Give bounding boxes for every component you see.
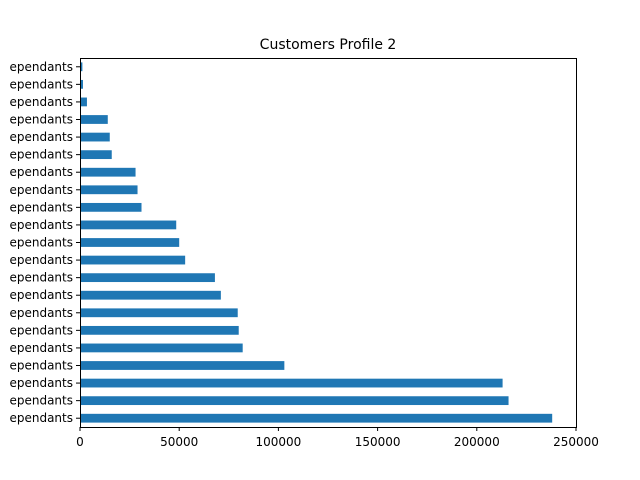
- x-tick-label: 50000: [160, 435, 198, 449]
- bar: [80, 220, 177, 230]
- x-tick-label: 250000: [553, 435, 599, 449]
- x-tick-label: 100000: [255, 435, 301, 449]
- y-tick-label: ependants: [9, 271, 73, 285]
- bar: [80, 273, 215, 283]
- bar: [80, 325, 239, 335]
- bar: [80, 132, 110, 142]
- bar: [80, 378, 503, 388]
- y-tick-label: ependants: [9, 148, 73, 162]
- y-tick-label: ependants: [9, 218, 73, 232]
- bar: [80, 290, 221, 300]
- y-axis-ticks: ependants ependants ependants ependants epen…: [9, 60, 80, 425]
- y-tick-label: ependants: [9, 411, 73, 425]
- y-tick-label: ependants: [9, 236, 73, 250]
- bar: [80, 255, 186, 265]
- y-tick-label: ependants: [9, 113, 73, 127]
- bar: [80, 413, 553, 423]
- y-tick-label: ependants: [9, 130, 73, 144]
- bars-group: [80, 62, 553, 423]
- y-tick-label: ependants: [9, 165, 73, 179]
- y-tick-label: ependants: [9, 323, 73, 337]
- bar: [80, 308, 238, 318]
- bar: [80, 238, 180, 247]
- y-tick-label: ependants: [9, 60, 73, 74]
- y-tick-label: ependants: [9, 306, 73, 320]
- bar: [80, 62, 83, 72]
- y-tick-label: ependants: [9, 183, 73, 197]
- bar: [80, 150, 112, 160]
- y-tick-label: ependants: [9, 77, 73, 91]
- y-tick-label: ependants: [9, 359, 73, 373]
- bar: [80, 361, 285, 370]
- x-tick-label: 150000: [355, 435, 401, 449]
- bar: [80, 396, 509, 406]
- y-tick-label: ependants: [9, 394, 73, 408]
- chart-title: Customers Profile 2: [260, 37, 397, 53]
- bar: [80, 167, 136, 177]
- bar: [80, 79, 83, 89]
- x-tick-label: 200000: [454, 435, 500, 449]
- bar: [80, 115, 108, 124]
- y-tick-label: ependants: [9, 200, 73, 214]
- plot-frame: [80, 58, 577, 428]
- bar: [80, 185, 138, 195]
- x-axis-ticks: 0 50000 100000 150000 200000 250000: [76, 427, 599, 449]
- y-tick-label: ependants: [9, 288, 73, 302]
- y-tick-label: ependants: [9, 95, 73, 109]
- bar: [80, 97, 87, 107]
- y-tick-label: ependants: [9, 376, 73, 390]
- y-tick-label: ependants: [9, 341, 73, 355]
- x-tick-label: 0: [76, 435, 84, 449]
- bar: [80, 202, 142, 212]
- y-tick-label: ependants: [9, 253, 73, 267]
- bar: [80, 343, 243, 353]
